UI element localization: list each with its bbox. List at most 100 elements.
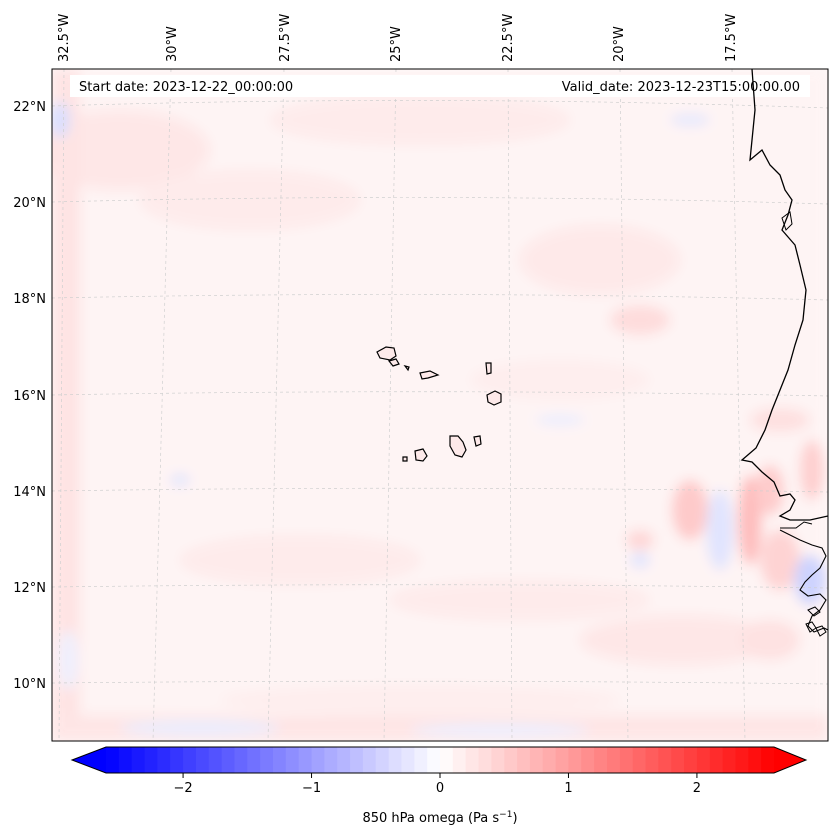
start-date-text: Start date: 2023-12-22_00:00:00 bbox=[79, 80, 293, 95]
colorbar-label: 850 hPa omega (Pa s−1) bbox=[362, 810, 517, 826]
colorbar-cell bbox=[452, 747, 467, 773]
island-boa-vista bbox=[486, 390, 502, 406]
colorbar-cell bbox=[491, 747, 505, 773]
colorbar-cell bbox=[414, 747, 428, 773]
cape-verde-islands bbox=[376, 346, 502, 462]
colorbar-cell bbox=[375, 747, 390, 773]
colorbar-cell bbox=[645, 747, 659, 773]
map-panel bbox=[51, 68, 829, 742]
colorbar-cell bbox=[735, 747, 749, 773]
island-sal bbox=[485, 362, 492, 375]
colorbar-cell bbox=[529, 747, 544, 773]
island-brava bbox=[402, 456, 408, 462]
map-frame bbox=[51, 68, 829, 742]
colorbar-tick-label: −1 bbox=[302, 781, 321, 796]
lon-label: 27.5°W bbox=[278, 14, 293, 62]
colorbar-cell bbox=[285, 747, 300, 773]
colorbar-cell bbox=[350, 747, 364, 773]
lon-label: 17.5°W bbox=[724, 14, 739, 62]
island-bijagos-3 bbox=[815, 625, 827, 637]
colorbar-cell bbox=[465, 747, 480, 773]
colorbar-label-sup: −1 bbox=[499, 810, 512, 820]
colorbar-cell bbox=[555, 747, 570, 773]
colorbar-cell bbox=[748, 747, 762, 773]
colorbar-cell bbox=[118, 747, 133, 773]
colorbar-cell bbox=[594, 747, 608, 773]
colorbar: −2 −1 0 1 2 850 hPa omega (Pa s−1) bbox=[70, 746, 808, 826]
coastline-guinea-bissau bbox=[779, 529, 828, 633]
colorbar-cell bbox=[311, 747, 325, 773]
colorbar-cell bbox=[427, 747, 441, 773]
lon-label: 25°W bbox=[389, 26, 404, 62]
colorbar-outline bbox=[70, 746, 808, 774]
coastline-africa bbox=[740, 69, 828, 521]
colorbar-cell bbox=[362, 747, 377, 773]
colorbar-extend-low bbox=[72, 747, 106, 773]
colorbar-cell bbox=[324, 747, 338, 773]
colorbar-cell bbox=[671, 747, 685, 773]
colorbar-cell bbox=[761, 747, 775, 773]
lon-label: 22.5°W bbox=[501, 14, 516, 62]
colorbar-tick-label: 0 bbox=[436, 781, 444, 796]
island-bijagos-1 bbox=[807, 606, 821, 617]
lat-label: 22°N bbox=[13, 100, 46, 115]
colorbar-cell bbox=[221, 747, 236, 773]
colorbar-cell bbox=[504, 747, 518, 773]
colorbar-cell bbox=[131, 747, 146, 773]
colorbar-cells bbox=[106, 747, 775, 773]
island-sao-nicolau bbox=[419, 370, 440, 380]
colorbar-tick-label: 2 bbox=[693, 781, 701, 796]
colorbar-extend-high bbox=[774, 747, 806, 773]
island-gambia-coast bbox=[780, 521, 813, 529]
island-santo-antao bbox=[376, 346, 397, 361]
colorbar-ticks: −2 −1 0 1 2 bbox=[173, 773, 701, 796]
lat-label: 10°N bbox=[13, 677, 46, 692]
colorbar-cell bbox=[208, 747, 223, 773]
colorbar-cell bbox=[607, 747, 621, 773]
colorbar-cell bbox=[619, 747, 634, 773]
colorbar-cell bbox=[542, 747, 557, 773]
colorbar-label-end: ) bbox=[512, 811, 517, 826]
colorbar-cell bbox=[183, 747, 197, 773]
colorbar-cell bbox=[632, 747, 647, 773]
lat-label: 14°N bbox=[13, 485, 46, 500]
colorbar-cell bbox=[337, 747, 351, 773]
colorbar-cell bbox=[298, 747, 313, 773]
colorbar-cell bbox=[709, 747, 724, 773]
colorbar-label-main: 850 hPa omega (Pa s bbox=[362, 811, 499, 826]
colorbar-cell bbox=[106, 747, 120, 773]
island-dakar bbox=[781, 211, 793, 231]
colorbar-tick-label: −2 bbox=[173, 781, 192, 796]
colorbar-cell bbox=[260, 747, 274, 773]
colorbar-cell bbox=[234, 747, 248, 773]
lat-label: 18°N bbox=[13, 292, 46, 307]
colorbar-cell bbox=[478, 747, 492, 773]
longitude-labels: 32.5°W 30°W 27.5°W 25°W 22.5°W 20°W 17.5… bbox=[57, 14, 739, 62]
colorbar-cell bbox=[144, 747, 158, 773]
colorbar-cell bbox=[401, 747, 415, 773]
colorbar-cell bbox=[440, 747, 454, 773]
header-strip bbox=[70, 75, 810, 97]
colorbar-cell bbox=[170, 747, 184, 773]
omega-field bbox=[52, 69, 828, 741]
colorbar-cell bbox=[195, 747, 210, 773]
valid-date-text: Valid_date: 2023-12-23T15:00:00.00 bbox=[562, 80, 800, 95]
latitude-labels: 22°N 20°N 18°N 16°N 14°N 12°N 10°N bbox=[13, 100, 46, 692]
island-sao-vicente bbox=[387, 358, 400, 367]
colorbar-cell bbox=[722, 747, 737, 773]
gridlines bbox=[52, 69, 828, 741]
colorbar-tick-label: 1 bbox=[564, 781, 572, 796]
island-santa-luzia bbox=[403, 365, 410, 372]
colorbar-cell bbox=[568, 747, 582, 773]
colorbar-cell bbox=[273, 747, 287, 773]
island-fogo bbox=[414, 448, 428, 462]
colorbar-cell bbox=[581, 747, 595, 773]
colorbar-cell bbox=[388, 747, 403, 773]
colorbar-cell bbox=[684, 747, 698, 773]
lat-label: 16°N bbox=[13, 389, 46, 404]
colorbar-cell bbox=[517, 747, 531, 773]
island-maio bbox=[473, 435, 482, 447]
colorbar-cell bbox=[658, 747, 672, 773]
lat-label: 12°N bbox=[13, 581, 46, 596]
